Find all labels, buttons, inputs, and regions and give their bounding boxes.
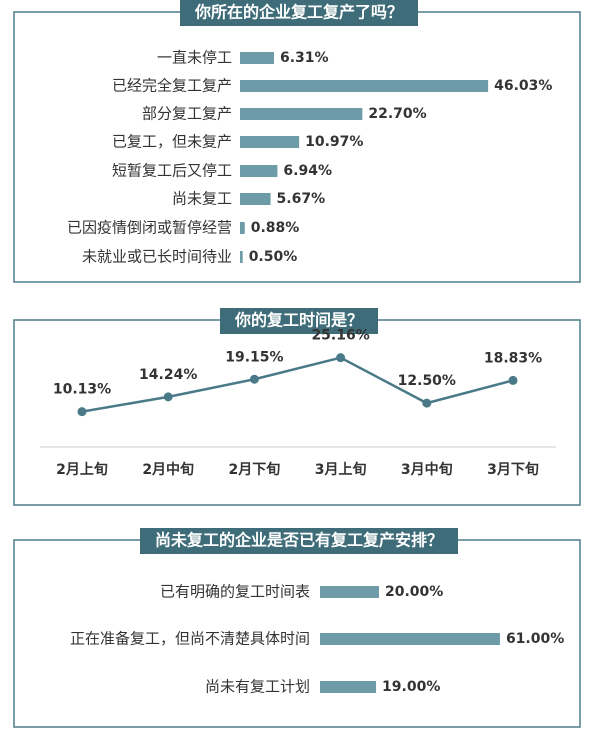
title-tab <box>220 308 378 334</box>
value-label: 61.00% <box>506 631 564 647</box>
line <box>81 356 514 413</box>
bar <box>240 136 300 148</box>
category-label: 已有明确的复工时间表 <box>160 583 310 601</box>
title-tab <box>180 0 418 26</box>
category-label: 短暂复工后又停工 <box>112 162 232 180</box>
value-label: 22.70% <box>368 106 426 122</box>
category-label: 正在准备复工，但尚不清楚具体时间 <box>70 630 310 648</box>
bar <box>240 52 275 64</box>
value-label: 6.31% <box>280 50 329 66</box>
category-label: 已因疫情倒闭或暂停经营 <box>67 219 232 237</box>
category-label: 已复工，但未复产 <box>112 133 232 151</box>
point <box>422 398 432 408</box>
point <box>77 407 87 417</box>
value-label: 18.83% <box>484 350 542 366</box>
bar <box>240 80 489 92</box>
point <box>249 374 259 384</box>
bar <box>240 165 278 177</box>
category-label: 部分复工复产 <box>142 105 232 123</box>
point <box>163 392 173 402</box>
category-label: 一直未停工 <box>157 49 232 67</box>
bar <box>320 586 379 598</box>
panel-title: 尚未复工的企业是否已有复工复产安排？ <box>155 531 443 550</box>
x-tick-label: 3月下旬 <box>487 461 539 478</box>
bar <box>240 222 245 234</box>
panel-title: 你的复工时间是？ <box>234 311 363 330</box>
category-label: 尚未有复工计划 <box>205 678 310 696</box>
value-label: 19.15% <box>225 349 283 365</box>
value-label: 46.03% <box>494 78 552 94</box>
category-label: 尚未复工 <box>172 190 232 208</box>
value-label: 20.00% <box>385 584 443 600</box>
category-label: 已经完全复工复产 <box>112 77 232 95</box>
value-label: 0.50% <box>249 249 298 265</box>
x-tick-label: 2月下旬 <box>229 461 281 478</box>
bar <box>240 108 363 120</box>
title-tab <box>140 528 458 554</box>
value-label: 6.94% <box>283 163 332 179</box>
value-label: 10.97% <box>305 134 363 150</box>
value-label: 5.67% <box>277 191 326 207</box>
value-label: 0.88% <box>251 220 300 236</box>
value-label: 14.24% <box>139 367 197 383</box>
bar <box>320 633 500 645</box>
panel-title: 你所在的企业复工复产了吗？ <box>194 3 403 22</box>
category-label: 未就业或已长时间待业 <box>82 248 232 266</box>
value-label: 19.00% <box>382 679 440 695</box>
value-label: 25.16% <box>311 328 369 344</box>
x-tick-label: 2月中旬 <box>142 461 194 478</box>
x-tick-label: 3月中旬 <box>401 461 453 478</box>
value-label: 10.13% <box>53 382 111 398</box>
point <box>508 375 518 385</box>
x-tick-label: 3月上旬 <box>315 461 367 478</box>
bar <box>320 681 377 693</box>
x-tick-label: 2月上旬 <box>56 461 108 478</box>
point <box>336 353 346 363</box>
bar <box>240 251 243 263</box>
bar <box>240 193 271 205</box>
value-label: 12.50% <box>398 373 456 389</box>
